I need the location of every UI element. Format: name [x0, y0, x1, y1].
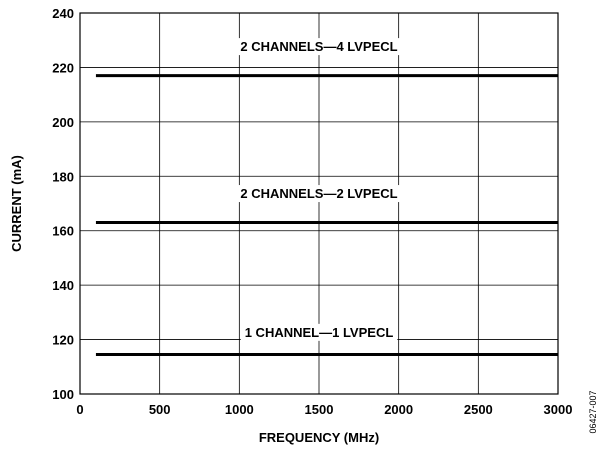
- x-tick-label: 0: [76, 402, 83, 417]
- y-tick-label: 160: [52, 224, 74, 239]
- x-tick-label: 2500: [464, 402, 493, 417]
- x-tick-label: 3000: [544, 402, 573, 417]
- x-tick-label: 1000: [225, 402, 254, 417]
- y-tick-labels: 100 120 140 160 180 200 220 240: [52, 6, 74, 402]
- series-label: 1 CHANNEL—1 LVPECL: [245, 325, 394, 340]
- y-tick-label: 200: [52, 115, 74, 130]
- x-tick-label: 2000: [384, 402, 413, 417]
- y-axis-label: CURRENT (mA): [9, 155, 24, 252]
- x-tick-label: 500: [149, 402, 171, 417]
- x-axis-label: FREQUENCY (MHz): [259, 430, 379, 445]
- y-tick-label: 180: [52, 169, 74, 184]
- y-tick-label: 140: [52, 278, 74, 293]
- x-tick-label: 1500: [305, 402, 334, 417]
- y-tick-label: 240: [52, 6, 74, 21]
- y-tick-label: 100: [52, 387, 74, 402]
- series-label-background: [236, 185, 402, 203]
- plot-frame: [79, 12, 559, 395]
- x-tick-labels: 0 500 1000 1500 2000 2500 3000: [76, 402, 572, 417]
- series-label-background: [240, 323, 398, 341]
- series-label-background: [236, 38, 402, 56]
- series-lines: [95, 74, 558, 357]
- series-label: 2 CHANNELS—2 LVPECL: [240, 186, 397, 201]
- series-labels: 2 CHANNELS—4 LVPECL 2 CHANNELS—2 LVPECL 1 …: [236, 38, 402, 341]
- figure-id: 06427-007: [588, 390, 598, 433]
- series-label: 2 CHANNELS—4 LVPECL: [240, 39, 397, 54]
- y-tick-label: 120: [52, 333, 74, 348]
- y-tick-label: 220: [52, 60, 74, 75]
